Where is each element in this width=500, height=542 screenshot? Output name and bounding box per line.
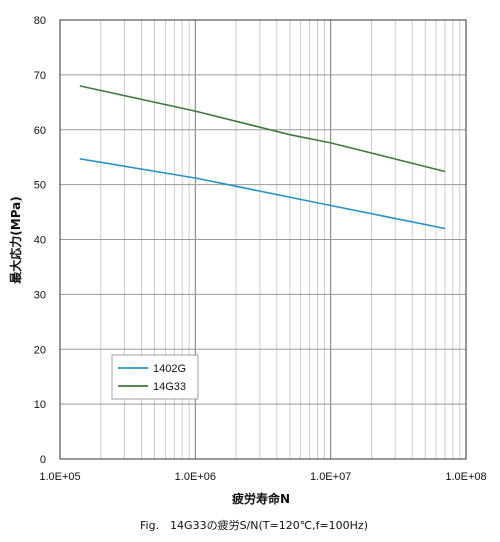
figure-caption: Fig. 14G33の疲労S/N(T=120℃,f=100Hz) [140, 518, 368, 532]
x-tick-label: 1.0E+07 [310, 471, 351, 483]
y-axis-title: 最大応力(MPa) [8, 196, 23, 283]
x-tick-label: 1.0E+08 [445, 471, 486, 483]
y-axis-ticks: 0 10 20 30 40 50 60 70 80 [34, 15, 46, 466]
y-tick-label: 70 [34, 70, 46, 82]
y-tick-label: 50 [34, 180, 46, 192]
x-tick-label: 1.0E+05 [39, 471, 80, 483]
plot-frame [59, 19, 467, 460]
legend-label: 14G33 [153, 381, 186, 393]
y-tick-label: 10 [34, 399, 46, 411]
legend-label: 1402G [153, 363, 186, 375]
legend: 1402G 14G33 [111, 354, 199, 400]
x-axis-ticks: 1.0E+05 1.0E+06 1.0E+07 1.0E+08 [39, 471, 486, 483]
y-tick-label: 60 [34, 125, 46, 137]
series-line-14g33 [79, 85, 446, 173]
series-line-1402g [79, 158, 446, 230]
x-tick-label: 1.0E+06 [175, 471, 216, 483]
y-tick-label: 80 [34, 15, 46, 27]
y-tick-label: 20 [34, 344, 46, 356]
x-axis-title: 疲労寿命N [232, 491, 290, 506]
y-tick-label: 40 [34, 235, 46, 247]
legend-box [111, 354, 199, 400]
y-tick-label: 0 [40, 454, 46, 466]
y-tick-label: 30 [34, 289, 46, 301]
series-layer [79, 85, 446, 230]
